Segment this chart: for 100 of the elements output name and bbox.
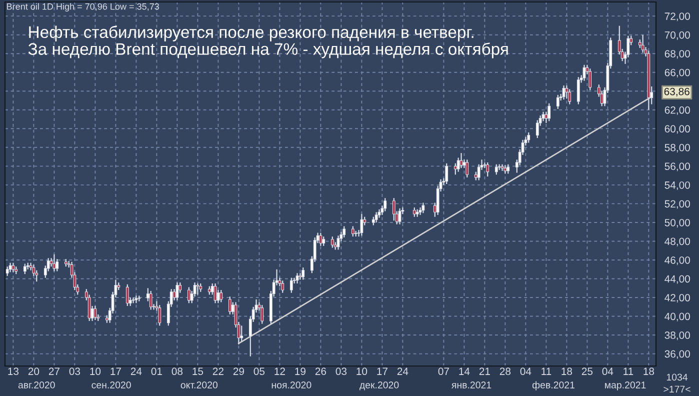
- candlestick: [6, 266, 9, 276]
- candlestick: [214, 282, 217, 304]
- text: сен.2020: [92, 382, 131, 388]
- x-tick-label: 05: [254, 368, 265, 376]
- x-tick-label: 07: [438, 368, 449, 376]
- candlestick: [588, 68, 592, 91]
- candlestick: [302, 266, 305, 280]
- x-tick-label: 28: [500, 368, 511, 376]
- candlestick: [220, 289, 223, 303]
- x-tick-label: 20: [28, 368, 40, 376]
- candlestick: [23, 263, 26, 275]
- candlestick: [477, 164, 480, 181]
- candlestick: [290, 277, 293, 294]
- text: Нефть стабилизируется после резкого падения в четверг. За неделю Brent подешевел на 7% - худшая неделя с октября: [28, 26, 508, 58]
- candlestick: [454, 162, 457, 176]
- candlestick: [576, 76, 580, 105]
- candlestick: [568, 88, 572, 105]
- candlestick: [466, 159, 469, 178]
- x-tick-label: 19: [295, 368, 306, 376]
- candlestick: [506, 164, 510, 174]
- x-tick-label: 08: [172, 368, 183, 376]
- y-tick-label: 38,00: [664, 332, 690, 340]
- x-tick-label: 25: [582, 368, 593, 376]
- candlestick: [187, 286, 190, 304]
- text: фев.2021: [532, 381, 574, 390]
- x-tick-label: 18: [644, 368, 654, 376]
- candlestick: [134, 295, 138, 304]
- x-tick-label: 22: [212, 368, 224, 375]
- candlestick: [126, 284, 129, 307]
- x-tick-label: 12: [274, 368, 285, 375]
- x-tick-label: 18: [562, 368, 572, 376]
- text: авг.2020: [18, 382, 55, 388]
- x-tick-label: 26: [315, 368, 326, 376]
- candlestick: [296, 272, 299, 284]
- annotation: Brent oil 1D High = 70,96 Low = 35,73: [7, 3, 159, 12]
- x-tick-label: 29: [233, 368, 244, 376]
- candlestick: [330, 236, 334, 248]
- candlestick: [398, 208, 402, 225]
- candlestick: [374, 212, 378, 224]
- candlestick: [132, 296, 135, 304]
- text: мар.2021: [605, 382, 646, 390]
- candlestick: [500, 164, 504, 172]
- y-tick-label: 62,00: [664, 106, 690, 115]
- candlestick: [319, 232, 322, 246]
- x-tick-label: 04: [520, 368, 532, 376]
- y-tick-label: 52,00: [664, 200, 690, 209]
- candlestick: [422, 202, 425, 214]
- x-tick-label: 03: [69, 368, 80, 376]
- x-tick-label: 21: [479, 368, 490, 375]
- y-tick-label: 56,00: [664, 162, 690, 172]
- y-tick-label: 42,00: [664, 294, 690, 303]
- y-tick-label: 72,00: [664, 12, 690, 22]
- candlestick: [351, 226, 354, 238]
- y-tick-label: 70,00: [664, 31, 690, 40]
- candlestick: [412, 206, 416, 218]
- x-tick-label: 27: [48, 368, 60, 375]
- candlestick: [94, 305, 97, 321]
- x-tick-label: 11: [542, 368, 552, 375]
- y-tick-label: 68,00: [664, 50, 690, 59]
- x-tick-label: 04: [602, 368, 614, 376]
- candlestick: [240, 325, 244, 342]
- candlestick: [176, 282, 179, 301]
- y-tick-label: 66,00: [664, 68, 690, 78]
- candlestick: [196, 282, 200, 296]
- x-tick-label: 10: [90, 368, 101, 376]
- text: >177<: [664, 386, 690, 393]
- x-tick-label: 24: [397, 368, 408, 375]
- candlestick: [445, 162, 448, 185]
- y-tick-label: 48,00: [664, 238, 690, 246]
- y-tick-label: 46,00: [664, 256, 690, 266]
- candlestick: [392, 198, 396, 222]
- candlestick: [322, 236, 326, 246]
- candlestick: [384, 198, 387, 212]
- candlestick: [527, 132, 530, 144]
- x-tick-label: 11: [624, 368, 634, 375]
- y-tick-label: 60,00: [664, 125, 690, 134]
- text: 1034: [666, 374, 688, 381]
- x-tick-label: 17: [377, 368, 388, 375]
- y-tick-label: 54,00: [664, 181, 690, 190]
- x-tick-label: 01: [151, 368, 162, 376]
- candlestick: [460, 152, 463, 169]
- candlestick: [12, 262, 15, 273]
- candlestick: [260, 304, 264, 324]
- candlestick: [56, 258, 59, 272]
- candlestick: [158, 304, 162, 326]
- candlestick: [418, 206, 422, 216]
- x-tick-label: 13: [8, 368, 19, 376]
- x-tick-label: 15: [192, 368, 204, 376]
- candlestick: [494, 164, 498, 176]
- y-tick-label: 40,00: [664, 312, 690, 322]
- candlestick: [456, 157, 460, 172]
- y-tick-label: 50,00: [664, 218, 690, 228]
- candlestick: [536, 120, 539, 139]
- x-tick-label: 17: [110, 368, 121, 375]
- x-tick-label: 03: [336, 368, 347, 376]
- candlestick: [360, 213, 364, 236]
- candlestick: [486, 162, 490, 178]
- candlestick: [641, 34, 644, 54]
- y-tick-label: 58,00: [664, 144, 690, 153]
- candlestick: [336, 235, 340, 250]
